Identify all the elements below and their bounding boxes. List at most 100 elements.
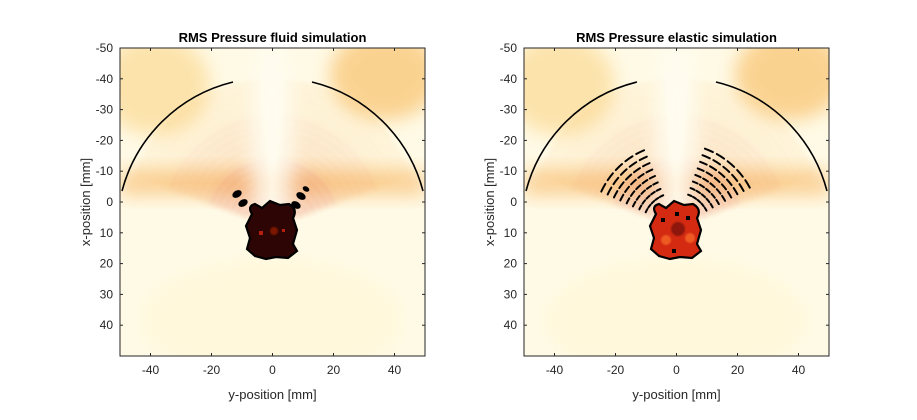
x-tick-label: 40 bbox=[388, 363, 402, 377]
fluid-transducer-arc bbox=[121, 81, 234, 192]
wave-ripple bbox=[686, 110, 787, 188]
x-tick-label: -20 bbox=[203, 363, 221, 377]
contour-ring-segment bbox=[648, 175, 657, 180]
wave-ripple bbox=[688, 81, 814, 178]
contour-ring-segment bbox=[705, 187, 711, 194]
elastic-xlabel: y-position [mm] bbox=[632, 387, 720, 402]
x-tick-label: -40 bbox=[142, 363, 160, 377]
contour-ring-segment bbox=[689, 187, 696, 191]
y-tick-label: -50 bbox=[96, 41, 114, 55]
y-tick-label: -20 bbox=[96, 133, 114, 147]
y-tick-label: -40 bbox=[96, 72, 114, 86]
contour-ring-segment bbox=[644, 208, 649, 214]
wave-ripple bbox=[135, 81, 261, 178]
contour-ring-segment bbox=[638, 155, 648, 162]
contour-ring-segment bbox=[645, 168, 654, 174]
contour-ring-segment bbox=[641, 178, 649, 185]
wave-ripple bbox=[149, 95, 262, 183]
contour-ring-segment bbox=[637, 173, 645, 179]
wave-ripple bbox=[282, 110, 383, 188]
wave-ripple bbox=[546, 88, 665, 181]
contour-ring-segment bbox=[606, 186, 613, 196]
contour-ring-segment bbox=[633, 167, 641, 174]
contour-ring-segment bbox=[731, 173, 739, 182]
contour-ring-segment bbox=[640, 189, 647, 195]
contour-ring-segment bbox=[708, 165, 718, 172]
fluid-pressure-image bbox=[120, 48, 425, 356]
contour-ring-segment bbox=[659, 194, 665, 198]
contour-ring-segment bbox=[717, 171, 726, 179]
contour-ring-segment bbox=[687, 193, 693, 198]
wave-ripple bbox=[688, 88, 807, 181]
y-tick-label: -10 bbox=[500, 164, 518, 178]
fluid-title: RMS Pressure fluid simulation bbox=[179, 30, 367, 45]
wave-ripple bbox=[553, 95, 666, 183]
y-tick-label: 10 bbox=[100, 226, 114, 240]
contour-ring-segment bbox=[699, 160, 708, 166]
contour-ring-segment bbox=[645, 194, 651, 200]
y-tick-label: -30 bbox=[96, 103, 114, 117]
fluid-ylabel: x-position [mm] bbox=[78, 158, 93, 246]
elastic-ylabel: x-position [mm] bbox=[482, 158, 497, 246]
contour-ring-segment bbox=[709, 182, 716, 189]
contour-ring-segment bbox=[641, 199, 647, 205]
contour-ring-segment bbox=[650, 190, 656, 196]
y-tick-label: -50 bbox=[500, 41, 518, 55]
contour-ring-segment bbox=[645, 184, 653, 190]
contour-ring-segment bbox=[642, 162, 651, 168]
y-tick-label: -10 bbox=[96, 164, 114, 178]
contour-ring-segment bbox=[712, 159, 722, 166]
contour-ring-segment bbox=[744, 179, 751, 189]
panel-fluid: -40 -20 0 20 40 -50 -40 -30 -20 -10 0 10 20 30 40 RMS … bbox=[78, 30, 426, 402]
wave-ripple bbox=[162, 110, 263, 188]
contour-ring-segment bbox=[635, 149, 646, 156]
x-tick-label: -20 bbox=[607, 363, 625, 377]
contour-ring-segment bbox=[655, 187, 662, 192]
wave-ripple bbox=[685, 117, 780, 191]
contour-ring-segment bbox=[721, 194, 727, 202]
contour-ring-segment bbox=[702, 177, 710, 183]
x-tick-label: -40 bbox=[546, 363, 564, 377]
contour-ring-segment bbox=[715, 198, 720, 206]
contour-ring-segment bbox=[628, 161, 638, 168]
contour-ring-segment bbox=[694, 173, 702, 179]
wave-ripple bbox=[284, 81, 410, 178]
elastic-contour-rings bbox=[600, 147, 751, 214]
x-tick-label: 40 bbox=[792, 363, 806, 377]
y-tick-label: -20 bbox=[500, 133, 518, 147]
contour-ring-segment bbox=[635, 184, 642, 191]
contour-ring-segment bbox=[701, 154, 711, 160]
contour-ring-segment bbox=[720, 183, 728, 191]
y-tick-label: 10 bbox=[504, 226, 518, 240]
contour-ring-segment bbox=[624, 185, 631, 193]
contour-ring-segment bbox=[726, 190, 733, 199]
contour-ring-segment bbox=[696, 167, 705, 172]
fluid-tick-labels: -40 -20 0 20 40 -50 -40 -30 -20 -10 0 10 20 30 40 bbox=[96, 41, 402, 377]
contour-ring-segment bbox=[710, 192, 716, 199]
panel-elastic: -40 -20 0 20 40 -50 -40 -30 -20 -10 0 10 20 30 40 RMS … bbox=[482, 30, 830, 402]
x-tick-label: 20 bbox=[327, 363, 341, 377]
wave-ripple bbox=[155, 103, 262, 186]
wave-ripple bbox=[284, 88, 403, 181]
contour-ring-segment bbox=[715, 153, 726, 160]
elastic-pressure-image bbox=[524, 48, 829, 356]
wave-ripple bbox=[539, 81, 665, 178]
contour-ring-segment bbox=[736, 169, 744, 178]
y-tick-label: 0 bbox=[510, 195, 517, 209]
y-tick-label: -40 bbox=[500, 72, 518, 86]
wave-ripple bbox=[687, 95, 800, 183]
elastic-transducer-arc bbox=[525, 81, 638, 192]
contour-ring-segment bbox=[695, 189, 702, 195]
elastic-title: RMS Pressure elastic simulation bbox=[576, 30, 777, 45]
wave-ripple bbox=[566, 110, 667, 188]
fluid-transducer-arc-right bbox=[311, 81, 424, 192]
y-tick-label: 30 bbox=[100, 287, 114, 301]
wave-ripple bbox=[169, 117, 264, 191]
contour-ring-segment bbox=[696, 198, 702, 204]
contour-ring-segment bbox=[618, 181, 625, 190]
y-tick-label: 0 bbox=[106, 195, 113, 209]
x-tick-label: 20 bbox=[731, 363, 745, 377]
y-tick-label: 40 bbox=[100, 318, 114, 332]
contour-ring-segment bbox=[698, 183, 706, 189]
